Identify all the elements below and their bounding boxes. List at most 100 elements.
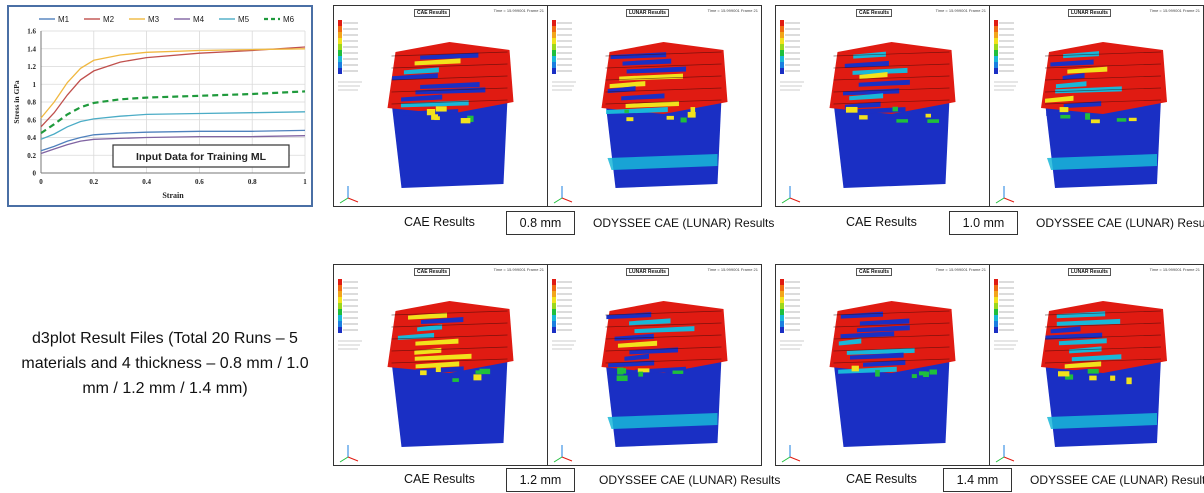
fe-mesh-line <box>833 310 950 316</box>
fe-contour-spot <box>929 369 937 375</box>
legend-label-m5: M5 <box>238 15 250 24</box>
series-line-m3 <box>40 48 306 119</box>
fe-fold-stripe <box>838 366 897 374</box>
fe-contour-spot <box>1126 377 1132 385</box>
y-tick-label: 0 <box>33 170 37 178</box>
fe-fold-stripe <box>1045 95 1074 103</box>
series-line-m5 <box>40 111 306 140</box>
fe-fold-stripe <box>415 338 459 346</box>
fe-contour-plot <box>994 279 1167 463</box>
fe-contour-spot <box>431 114 438 120</box>
contour-legend-swatch <box>338 285 342 291</box>
contour-legend-swatch <box>338 315 342 321</box>
contour-legend-swatch <box>780 309 784 315</box>
contour-legend-swatch <box>338 32 342 38</box>
fe-contour-spot <box>892 106 898 112</box>
y-tick-label: 1.4 <box>27 45 36 53</box>
lunar-panel-1-2mm: LUNAR Results Time = 15.999001 Frame 21 <box>547 264 762 466</box>
contour-legend-swatch <box>338 309 342 315</box>
contour-legend-swatch <box>338 38 342 44</box>
fe-fold-stripe <box>1045 332 1103 340</box>
thickness-label-1-0: 1.0 mm <box>949 211 1018 235</box>
fe-contour-plot <box>780 279 956 463</box>
panel-meta: Time = 15.999001 Frame 21 <box>493 267 544 272</box>
contour-legend-swatch <box>338 56 342 62</box>
fe-contour-spot <box>859 115 868 120</box>
fe-mesh-line <box>391 75 508 81</box>
fe-mesh-line <box>605 322 722 328</box>
cae-panel-0-8mm: CAE Results Time = 15.999001 Frame 21 <box>333 5 548 207</box>
contour-legend-swatch <box>994 309 998 315</box>
triad-axis-y <box>995 197 1005 204</box>
fe-fold-stripe <box>617 340 658 348</box>
contour-legend-swatch <box>552 20 556 26</box>
fe-contour-spot <box>435 106 447 112</box>
panel-tag: LUNAR Results <box>1068 9 1111 17</box>
thickness-label-1-4: 1.4 mm <box>943 468 1012 492</box>
y-tick-label: 0.4 <box>27 134 36 142</box>
fe-mesh-line <box>1044 51 1162 57</box>
fe-fold-stripe <box>609 81 646 89</box>
fe-contour-spot <box>617 368 627 374</box>
contour-legend-swatch <box>994 68 998 74</box>
fe-mesh-line <box>833 322 950 328</box>
fe-contour-plot <box>994 20 1167 204</box>
contour-legend-swatch <box>780 44 784 50</box>
fe-mesh-line <box>391 87 508 93</box>
panel-tag: LUNAR Results <box>626 9 669 17</box>
triad-axis-x <box>789 197 801 203</box>
fe-mesh-line <box>1044 358 1162 364</box>
contour-legend-swatch <box>552 62 556 68</box>
panel-meta: Time = 15.999001 Frame 21 <box>935 8 986 13</box>
contour-legend-swatch <box>338 279 342 285</box>
fe-contour-plot <box>338 279 514 463</box>
fe-contour-spot <box>1128 117 1137 122</box>
fe-fold-stripe <box>408 312 448 320</box>
caption-cae-1-2: CAE Results <box>404 472 475 486</box>
fe-fold-stripe <box>1071 354 1122 362</box>
fe-mesh-line <box>1044 63 1162 69</box>
contour-legend-swatch <box>994 303 998 309</box>
x-tick-label: 1 <box>303 178 307 186</box>
fe-contour-spot <box>616 375 628 382</box>
panel-meta: Time = 15.999001 Frame 21 <box>1149 267 1200 272</box>
fe-fold-stripe <box>1058 338 1107 346</box>
fe-fold-stripe <box>629 318 671 326</box>
fe-fold-stripe <box>417 324 443 332</box>
contour-legend-swatch <box>338 303 342 309</box>
fe-contour-spot <box>1116 118 1127 122</box>
cae-panel-1-2mm: CAE Results Time = 15.999001 Frame 21 <box>333 264 548 466</box>
contour-legend-swatch <box>780 327 784 333</box>
fe-fold-stripe <box>606 107 668 115</box>
fe-fold-stripe <box>401 94 443 102</box>
triad-axis-x <box>789 456 801 462</box>
fe-contour-spot <box>473 374 482 381</box>
lunar-panel-0-8mm: LUNAR Results Time = 15.999001 Frame 21 <box>547 5 762 207</box>
contour-legend-swatch <box>994 50 998 56</box>
triad-axis-y <box>995 456 1005 463</box>
fe-contour-spot <box>845 106 858 113</box>
fe-mesh-line <box>391 310 508 316</box>
contour-legend-swatch <box>338 20 342 26</box>
fe-contour-spot <box>626 117 634 122</box>
x-tick-label: 0.8 <box>248 178 257 186</box>
contour-legend-swatch <box>994 20 998 26</box>
fe-mesh-line <box>391 346 508 352</box>
contour-legend-swatch <box>994 26 998 32</box>
caption-cae-0-8: CAE Results <box>404 215 475 229</box>
fe-mesh-line <box>833 358 950 364</box>
x-axis-label: Strain <box>162 191 184 200</box>
triad-axis-x <box>347 456 359 462</box>
panel-meta: Time = 15.999001 Frame 21 <box>493 8 544 13</box>
legend-label-m4: M4 <box>193 15 205 24</box>
panel-meta: Time = 15.999001 Frame 21 <box>707 8 758 13</box>
fe-mesh-line <box>833 99 950 105</box>
thickness-label-1-2: 1.2 mm <box>506 468 575 492</box>
fe-mesh-line <box>605 87 722 93</box>
contour-legend-swatch <box>780 285 784 291</box>
triad-axis-y <box>553 456 563 463</box>
fe-contour-spot <box>687 111 696 118</box>
fe-contour-spot <box>1090 119 1100 124</box>
d3plot-note: d3plot Result Files (Total 20 Runs – 5 m… <box>21 330 309 397</box>
triad-axis-x <box>561 197 573 203</box>
